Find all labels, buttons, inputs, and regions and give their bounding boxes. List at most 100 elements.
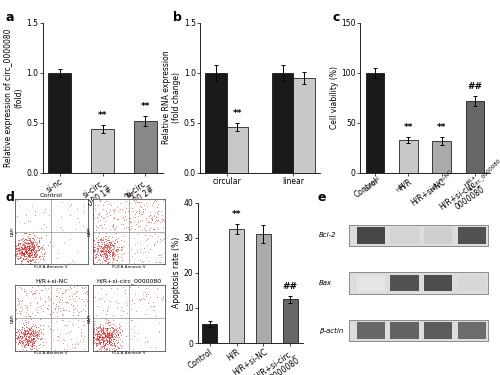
Bar bbox=[134, 120, 157, 172]
Point bbox=[56, 297, 64, 303]
Point bbox=[123, 310, 131, 316]
Point bbox=[29, 247, 37, 253]
Point bbox=[102, 251, 110, 257]
Point bbox=[66, 284, 74, 290]
Point bbox=[17, 303, 25, 309]
Point bbox=[37, 249, 45, 255]
Point bbox=[102, 255, 110, 261]
Point bbox=[68, 292, 76, 298]
Point bbox=[14, 240, 22, 246]
Point bbox=[17, 237, 25, 243]
Point bbox=[28, 330, 36, 336]
Point bbox=[14, 340, 22, 346]
Point bbox=[105, 338, 113, 344]
Point bbox=[28, 291, 36, 297]
Point bbox=[73, 288, 81, 294]
Point bbox=[94, 248, 102, 254]
Point bbox=[145, 213, 153, 219]
Point bbox=[22, 331, 30, 337]
Point bbox=[100, 334, 108, 340]
Point bbox=[92, 329, 100, 335]
Point bbox=[30, 336, 38, 342]
Point bbox=[142, 242, 150, 248]
Point bbox=[12, 335, 20, 341]
Point bbox=[25, 340, 33, 346]
Point bbox=[102, 254, 110, 260]
Point bbox=[14, 298, 22, 304]
Point bbox=[24, 240, 32, 246]
Point bbox=[102, 248, 110, 254]
Point bbox=[20, 329, 28, 335]
Point bbox=[22, 313, 30, 319]
Point bbox=[106, 324, 114, 330]
Point bbox=[154, 226, 162, 232]
Point bbox=[28, 257, 36, 263]
Point bbox=[29, 328, 37, 334]
Point bbox=[15, 332, 23, 338]
Point bbox=[30, 243, 38, 249]
Point bbox=[68, 303, 76, 309]
Point bbox=[112, 327, 120, 333]
Point bbox=[101, 333, 109, 339]
Point bbox=[33, 234, 41, 240]
Point bbox=[28, 254, 36, 260]
Point bbox=[22, 336, 30, 342]
Point bbox=[22, 330, 30, 336]
Point bbox=[141, 311, 149, 317]
Point bbox=[108, 346, 116, 352]
Point bbox=[107, 342, 115, 348]
Point bbox=[26, 236, 34, 242]
Point bbox=[108, 342, 116, 348]
Point bbox=[95, 210, 103, 216]
Point bbox=[35, 331, 43, 337]
Point bbox=[110, 345, 118, 351]
Point bbox=[100, 344, 108, 350]
Point bbox=[104, 334, 112, 340]
Point bbox=[22, 251, 30, 257]
Point bbox=[128, 206, 136, 212]
Point bbox=[26, 246, 34, 252]
Point bbox=[91, 332, 99, 338]
Point bbox=[96, 250, 104, 256]
Point bbox=[103, 334, 111, 340]
Point bbox=[106, 244, 114, 250]
Point bbox=[14, 237, 22, 243]
Point bbox=[26, 313, 34, 319]
Point bbox=[30, 232, 38, 238]
Point bbox=[136, 297, 144, 303]
Point bbox=[120, 250, 128, 256]
Point bbox=[15, 337, 23, 343]
Point bbox=[136, 202, 144, 208]
Point bbox=[90, 335, 98, 341]
Point bbox=[90, 328, 98, 334]
Point bbox=[108, 224, 116, 230]
Point bbox=[106, 339, 114, 345]
Point bbox=[22, 338, 30, 344]
Point bbox=[34, 252, 42, 258]
Point bbox=[98, 239, 106, 245]
Point bbox=[36, 341, 44, 347]
Point bbox=[151, 231, 159, 237]
Point bbox=[92, 343, 100, 349]
Point bbox=[136, 223, 144, 229]
Point bbox=[104, 241, 112, 247]
Point bbox=[157, 295, 165, 301]
Point bbox=[26, 239, 34, 245]
Point bbox=[31, 330, 39, 336]
Point bbox=[14, 340, 22, 346]
Point bbox=[130, 260, 138, 266]
Point bbox=[106, 338, 114, 344]
Point bbox=[116, 244, 124, 250]
Point bbox=[126, 284, 134, 290]
Point bbox=[19, 250, 27, 256]
Point bbox=[106, 328, 114, 334]
Point bbox=[93, 340, 101, 346]
Point bbox=[94, 251, 102, 257]
Point bbox=[26, 345, 34, 351]
Point bbox=[136, 241, 144, 247]
Point bbox=[101, 320, 109, 326]
Point bbox=[102, 334, 110, 340]
Point bbox=[98, 337, 106, 343]
Point bbox=[126, 215, 134, 221]
Point bbox=[94, 238, 102, 244]
